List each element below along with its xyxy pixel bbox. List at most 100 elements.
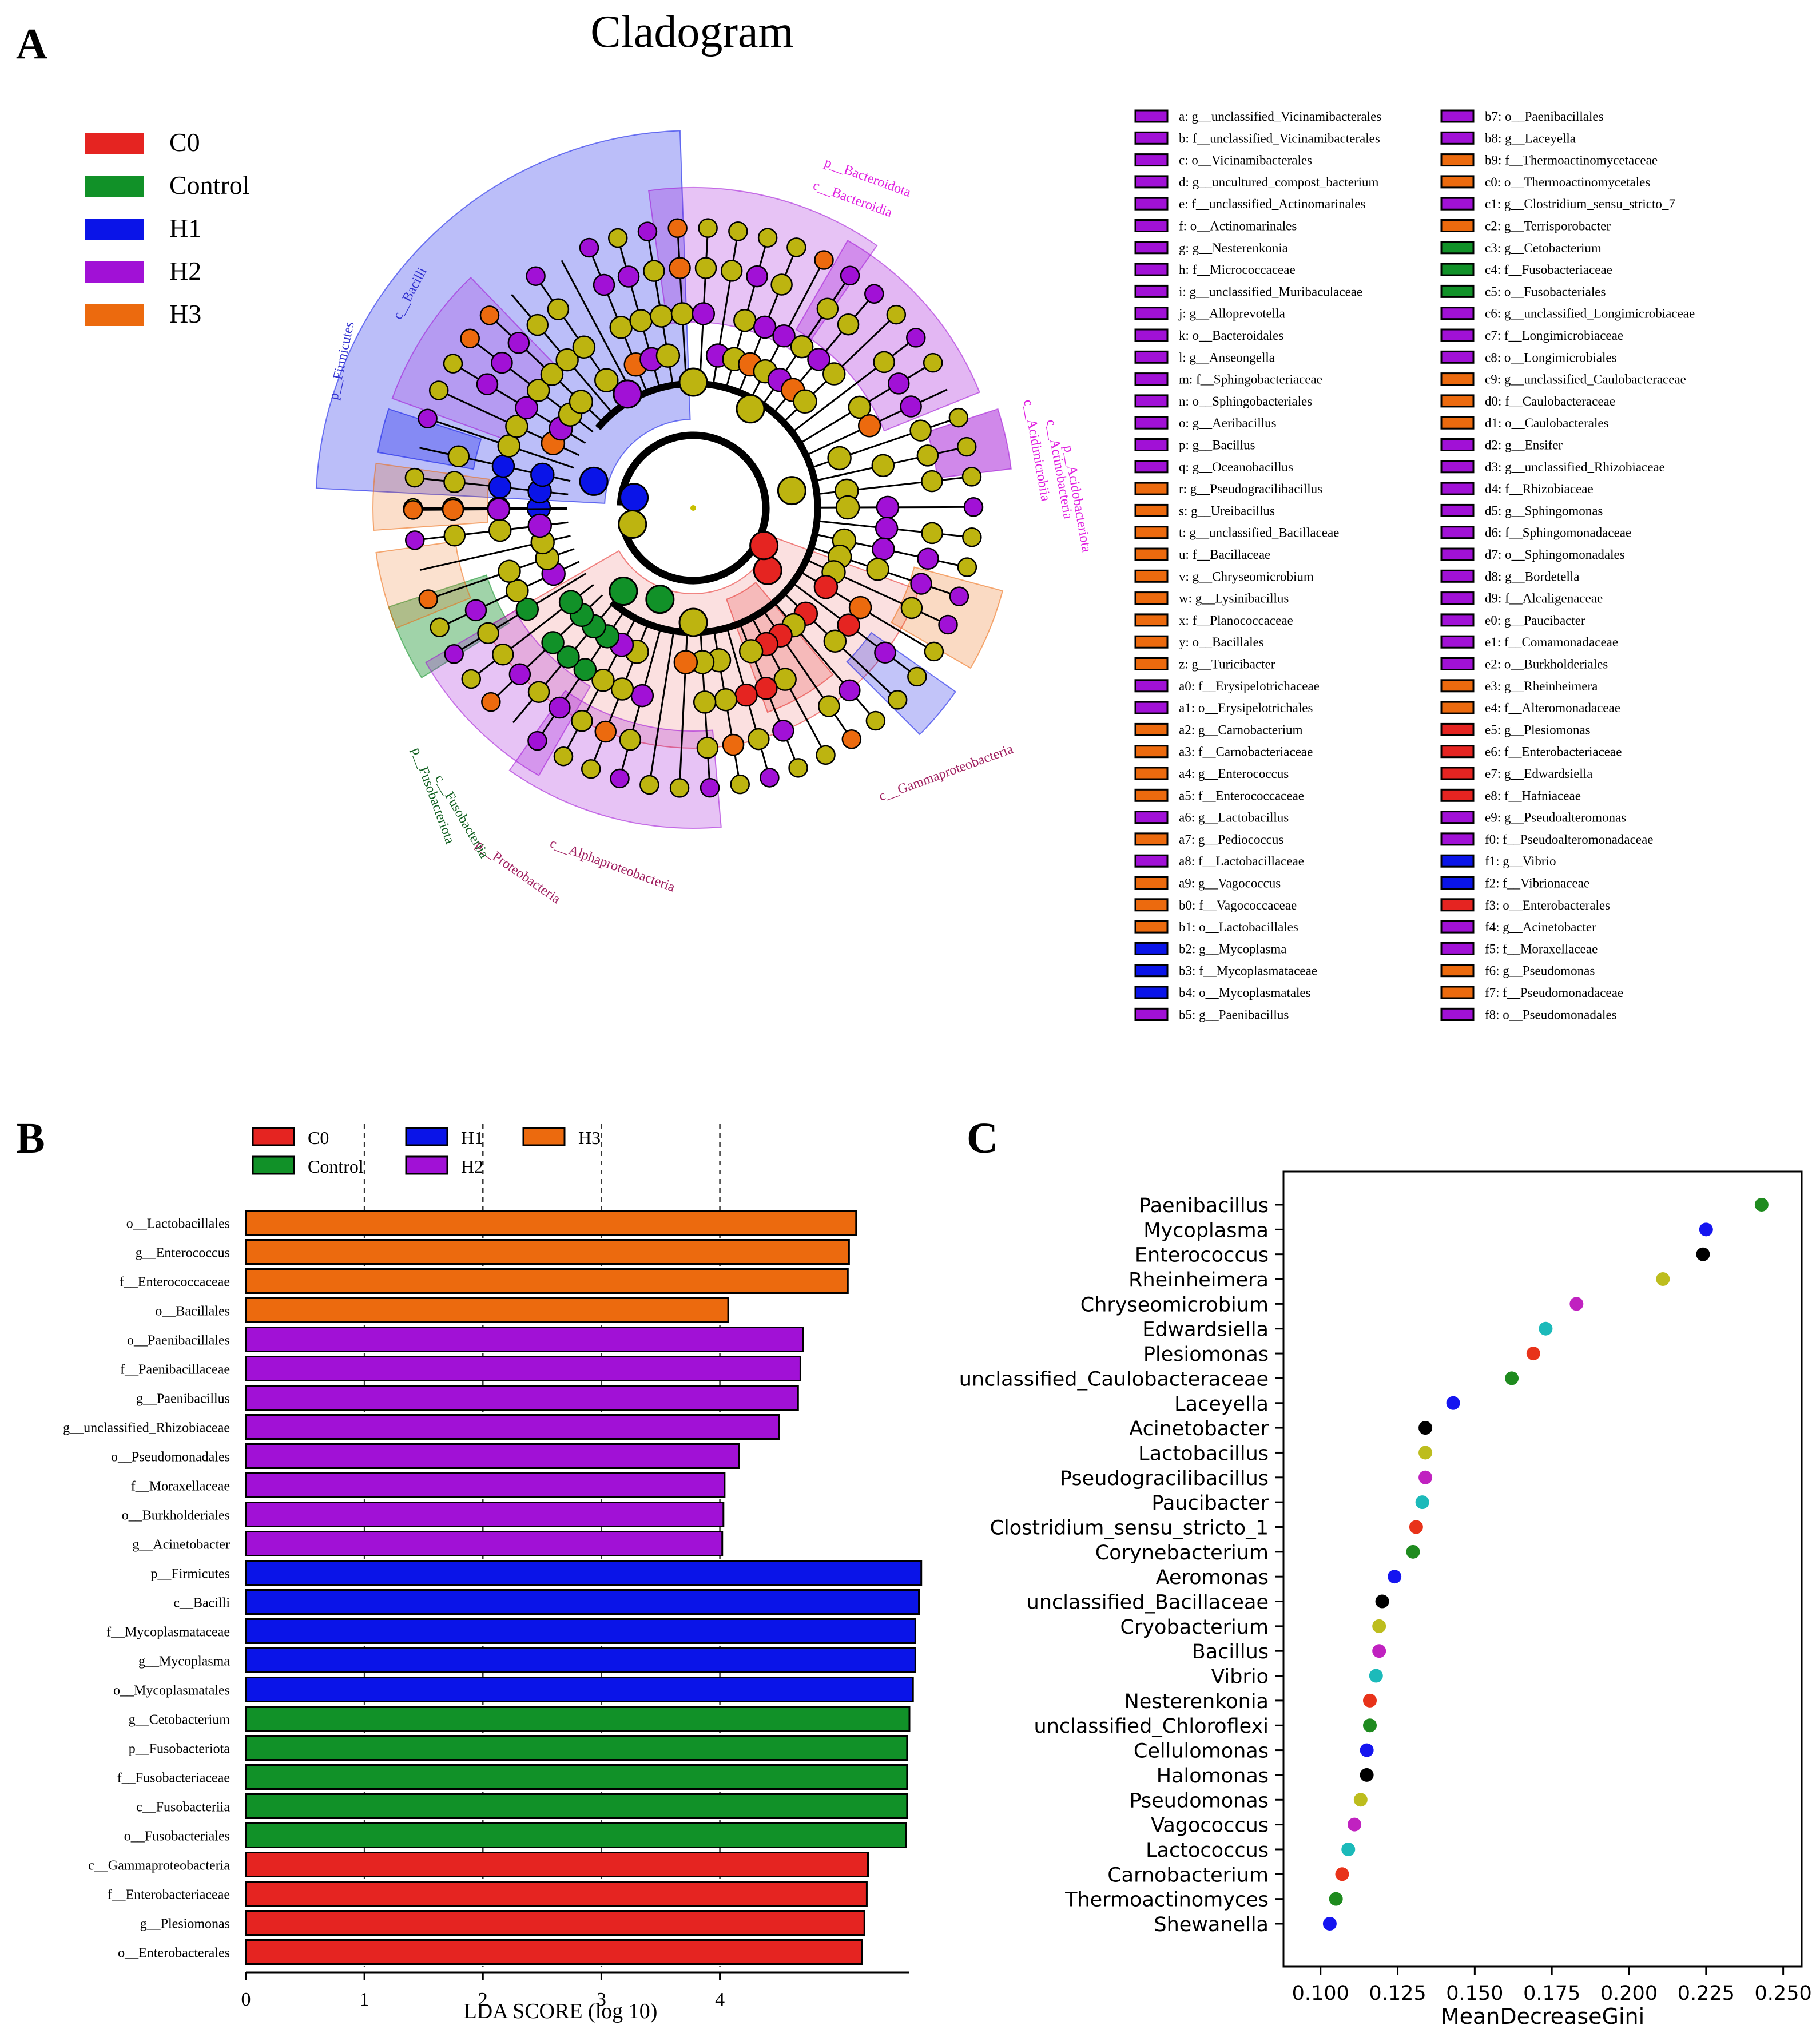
key-label: a7: g__Pediococcus	[1179, 832, 1283, 847]
tree-node	[957, 557, 977, 577]
key-label: e8: f__Hafniaceae	[1485, 788, 1581, 803]
tree-node	[923, 352, 943, 373]
key-label: b5: g__Paenibacillus	[1179, 1007, 1289, 1022]
gini-point	[1375, 1594, 1389, 1609]
tree-node	[404, 467, 425, 488]
legend-swatch-h3	[85, 304, 144, 326]
key-swatch	[1134, 722, 1169, 736]
key-label: b1: o__Lactobacillales	[1179, 920, 1298, 934]
key-swatch	[1134, 547, 1169, 561]
key-swatch	[1440, 284, 1475, 298]
key-swatch	[1440, 745, 1475, 759]
key-swatch	[1134, 701, 1169, 714]
gini-point	[1406, 1544, 1420, 1559]
key-swatch	[1134, 307, 1169, 320]
tree-node	[630, 684, 654, 708]
lda-legend-swatch	[405, 1155, 448, 1175]
key-label: f7: f__Pseudomonadaceae	[1485, 986, 1623, 1000]
lda-chart: C0 H1 H3 Control H2 o__Lactobacillales g__Ent…	[63, 1124, 923, 2023]
key-label: d1: o__Caulobacterales	[1485, 416, 1609, 430]
gini-category-label: unclassified_Bacillaceae	[1027, 1591, 1269, 1614]
gini-category-label: Vagococcus	[1151, 1814, 1269, 1837]
tree-node	[694, 257, 717, 279]
key-swatch	[1134, 219, 1169, 232]
key-swatch	[1440, 767, 1475, 780]
key-swatch	[1134, 1007, 1169, 1021]
gini-point	[1446, 1396, 1460, 1410]
key-swatch	[1440, 328, 1475, 342]
tree-node	[558, 590, 583, 614]
gini-point	[1363, 1693, 1377, 1708]
tree-node	[609, 316, 633, 339]
key-label: f2: f__Vibrionaceae	[1485, 876, 1589, 891]
tree-node	[900, 597, 923, 620]
tree-node	[571, 709, 593, 732]
tree-node	[746, 265, 768, 288]
key-swatch	[1440, 307, 1475, 320]
lda-category-label: c__Gammaproteobacteria	[88, 1859, 230, 1873]
tree-node	[526, 313, 549, 336]
legend-label-c0: C0	[169, 128, 200, 157]
lda-category-label: f__Paenibacillaceae	[120, 1363, 230, 1377]
lda-legend-label: H1	[461, 1127, 483, 1148]
tree-mid-arc	[595, 380, 821, 636]
tree-node	[734, 683, 758, 707]
key-swatch	[1134, 109, 1169, 123]
lda-bar	[245, 1618, 916, 1644]
tree-node	[506, 579, 529, 603]
key-swatch	[1440, 613, 1475, 627]
tree-node	[757, 228, 778, 248]
key-label: f1: g__Vibrio	[1485, 854, 1556, 868]
tree-node	[814, 250, 834, 270]
tree-node	[639, 775, 659, 795]
tree-node	[909, 419, 932, 442]
lda-category-label: g__Cetobacterium	[129, 1713, 231, 1728]
key-label: c1: g__Clostridium_sensu_stricto_7	[1485, 197, 1675, 211]
gini-x-label: MeanDecreaseGini	[1441, 2004, 1644, 2029]
tree-node	[610, 768, 630, 789]
tree-node	[871, 454, 895, 478]
key-swatch	[1134, 284, 1169, 298]
key-label: t: g__unclassified_Bacillaceae	[1179, 526, 1339, 540]
lda-bar	[245, 1706, 911, 1732]
key-swatch	[1134, 657, 1169, 670]
tree-node	[786, 237, 806, 257]
tree-node	[637, 221, 658, 241]
tree-node	[443, 471, 466, 493]
gini-category-label: Clostridium_sensu_stricto_1	[990, 1516, 1269, 1539]
key-label: a6: g__Lactobacillus	[1179, 811, 1289, 825]
tree-node	[818, 695, 840, 717]
lda-legend-label: H3	[578, 1127, 601, 1148]
tree-node	[865, 710, 886, 731]
gini-category-label: Rheinheimera	[1128, 1269, 1269, 1292]
lda-category-label: c__Fusobacteriia	[136, 1800, 230, 1815]
legend-label-h3: H3	[169, 299, 201, 328]
tree-node	[573, 658, 597, 681]
lda-bar	[245, 1472, 726, 1498]
gini-category-label: Enterococcus	[1135, 1244, 1269, 1267]
tree-node	[693, 690, 717, 714]
gini-category-label: unclassified_Caulobacteraceae	[959, 1368, 1269, 1391]
key-label: b8: g__Laceyella	[1485, 131, 1576, 145]
key-label: r: g__Pseudogracilibacillus	[1179, 482, 1322, 496]
lda-category-label: g__Acinetobacter	[132, 1538, 230, 1552]
lda-bar	[245, 1210, 857, 1236]
gini-category-label: Vibrio	[1211, 1666, 1269, 1689]
tree-node	[477, 622, 499, 645]
tree-node	[594, 720, 617, 743]
gini-point	[1353, 1793, 1368, 1807]
tree-node	[669, 778, 690, 798]
tree-node	[428, 380, 449, 400]
key-label: i: g__unclassified_Muribaculaceae	[1179, 284, 1362, 299]
key-label: f6: g__Pseudomonas	[1485, 964, 1595, 978]
key-label: f3: o__Enterobacterales	[1485, 898, 1610, 912]
lda-bar	[245, 1647, 916, 1673]
tree-node-inner	[613, 379, 642, 409]
lda-bar	[245, 1356, 801, 1381]
key-label: e1: f__Comamonadaceae	[1485, 635, 1618, 649]
key-swatch	[1134, 613, 1169, 627]
key-label: b4: o__Mycoplasmatales	[1179, 986, 1311, 1000]
tree-node	[447, 445, 470, 468]
gini-point	[1348, 1817, 1362, 1832]
tree-node	[619, 729, 642, 751]
